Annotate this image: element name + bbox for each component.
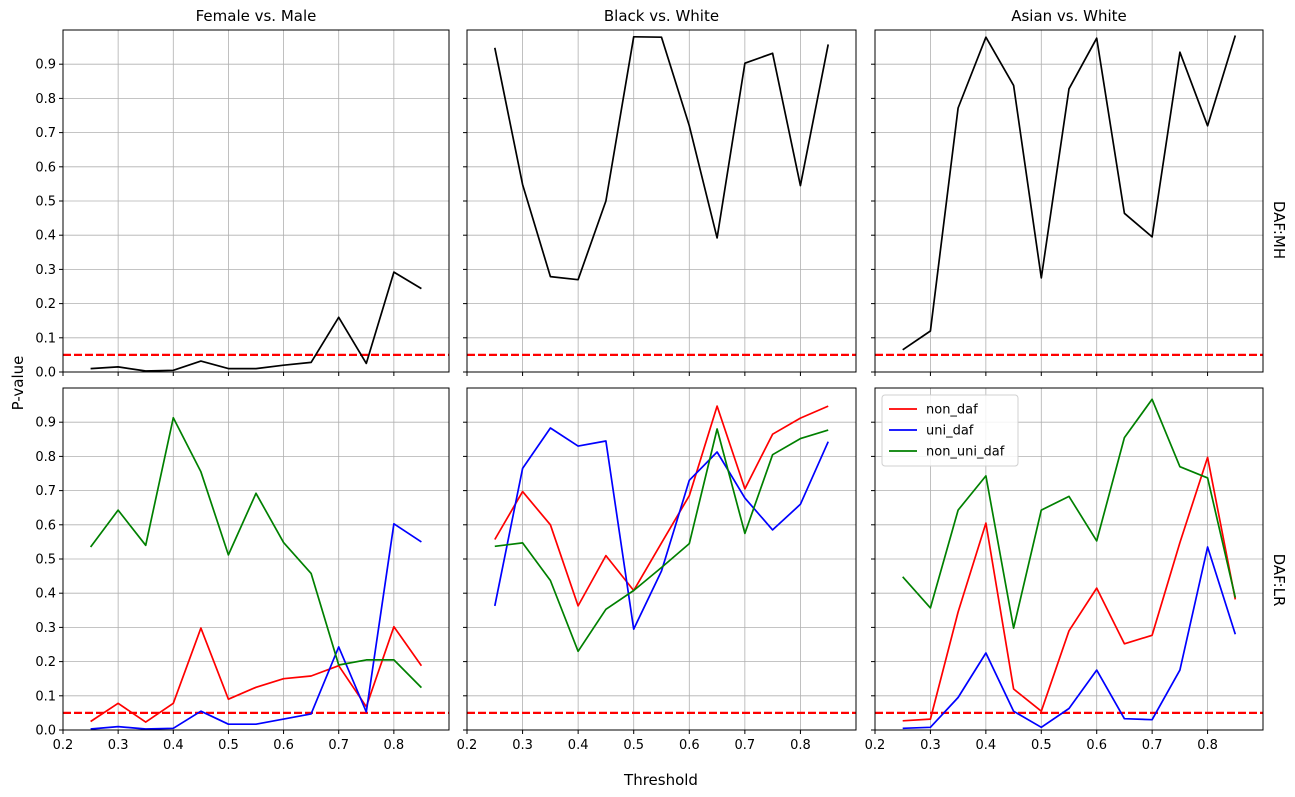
panel-1: 0.0 0.1 0.2 0.3 0.4 0.5 0.6 0.7 0.8 0.9 Female vs.… xyxy=(35,7,450,381)
y-tick-label: 0.0 xyxy=(35,724,56,739)
x-tick-label: 0.4 xyxy=(568,738,589,753)
panel-2: Black vs. White xyxy=(463,7,857,376)
x-tick-label: 0.2 xyxy=(865,738,886,753)
series-line-non_uni_daf xyxy=(902,398,1237,629)
figure-ylabel: P-value xyxy=(9,356,27,411)
panel-title: Asian vs. White xyxy=(1011,7,1127,25)
x-tick-label: 0.2 xyxy=(457,738,478,753)
y-tick-label: 0.0 xyxy=(35,366,56,381)
legend-label-uni_daf: uni_daf xyxy=(926,424,974,439)
series-line-non_uni_daf xyxy=(494,428,829,653)
legend-label-non_uni_daf: non_uni_daf xyxy=(926,445,1005,460)
row-label-mh: DAF:MH xyxy=(1270,201,1288,259)
x-tick-label: 0.8 xyxy=(1197,738,1218,753)
y-tick-label: 0.1 xyxy=(35,331,56,346)
x-tick-label: 0.4 xyxy=(976,738,997,753)
x-tick-label: 0.8 xyxy=(384,738,405,753)
y-tick-label: 0.6 xyxy=(35,518,56,533)
series-line-non_uni_daf xyxy=(89,416,423,689)
x-tick-label: 0.2 xyxy=(53,738,74,753)
x-tick-label: 0.3 xyxy=(512,738,533,753)
panel-title: Female vs. Male xyxy=(196,7,317,25)
panel-6: 0.2 0.3 0.4 0.5 0.6 0.7 0.8 non_daf uni_daf non_u… xyxy=(865,387,1264,753)
x-tick-label: 0.4 xyxy=(163,738,184,753)
x-tick-label: 0.6 xyxy=(679,738,700,753)
x-tick-label: 0.8 xyxy=(790,738,811,753)
panel-4: 0.2 0.3 0.4 0.5 0.6 0.7 0.8 0.0 0.1 0.2 0.3 0.4 0.5 0… xyxy=(35,387,450,753)
x-tick-label: 0.5 xyxy=(623,738,644,753)
x-tick-label: 0.3 xyxy=(920,738,941,753)
legend: non_daf uni_daf non_uni_daf xyxy=(881,394,1019,467)
y-tick-label: 0.3 xyxy=(35,263,56,278)
series-line-pvalue xyxy=(493,35,830,281)
series-line-uni_daf xyxy=(493,427,829,630)
series-line-uni_daf xyxy=(90,522,422,730)
y-tick-label: 0.3 xyxy=(35,621,56,636)
y-tick-label: 0.4 xyxy=(35,587,56,602)
x-tick-label: 0.7 xyxy=(1142,738,1163,753)
series-line-non_daf xyxy=(902,456,1237,722)
y-tick-label: 0.5 xyxy=(35,195,56,210)
y-tick-label: 0.5 xyxy=(35,553,56,568)
legend-box xyxy=(881,394,1019,467)
x-tick-label: 0.6 xyxy=(273,738,294,753)
y-tick-label: 0.2 xyxy=(35,297,56,312)
x-tick-label: 0.7 xyxy=(328,738,349,753)
row-label-lr: DAF:LR xyxy=(1270,554,1288,607)
y-tick-label: 0.6 xyxy=(35,160,56,175)
series-line-non_daf xyxy=(494,405,829,607)
x-tick-label: 0.3 xyxy=(108,738,129,753)
series-line-uni_daf xyxy=(902,546,1237,730)
x-tick-label: 0.5 xyxy=(1031,738,1052,753)
series-line-pvalue xyxy=(902,35,1237,351)
panel-3: Asian vs. White xyxy=(871,7,1264,376)
y-tick-label: 0.9 xyxy=(35,58,56,73)
x-tick-label: 0.5 xyxy=(218,738,239,753)
legend-label-non_daf: non_daf xyxy=(926,403,978,418)
y-tick-label: 0.7 xyxy=(35,484,56,499)
x-tick-label: 0.7 xyxy=(735,738,756,753)
y-tick-label: 0.1 xyxy=(35,689,56,704)
y-tick-label: 0.9 xyxy=(35,416,56,431)
y-tick-label: 0.8 xyxy=(35,92,56,107)
panel-title: Black vs. White xyxy=(604,7,719,25)
panel-grid: 0.0 0.1 0.2 0.3 0.4 0.5 0.6 0.7 0.8 0.9 Female vs.… xyxy=(35,7,1264,753)
y-tick-label: 0.2 xyxy=(35,655,56,670)
series-line-pvalue xyxy=(90,271,422,372)
y-tick-label: 0.8 xyxy=(35,450,56,465)
x-tick-label: 0.6 xyxy=(1086,738,1107,753)
figure-xlabel: Threshold xyxy=(623,771,698,789)
y-tick-label: 0.7 xyxy=(35,126,56,141)
y-tick-label: 0.4 xyxy=(35,229,56,244)
panel-5: 0.2 0.3 0.4 0.5 0.6 0.7 0.8 xyxy=(457,387,857,753)
